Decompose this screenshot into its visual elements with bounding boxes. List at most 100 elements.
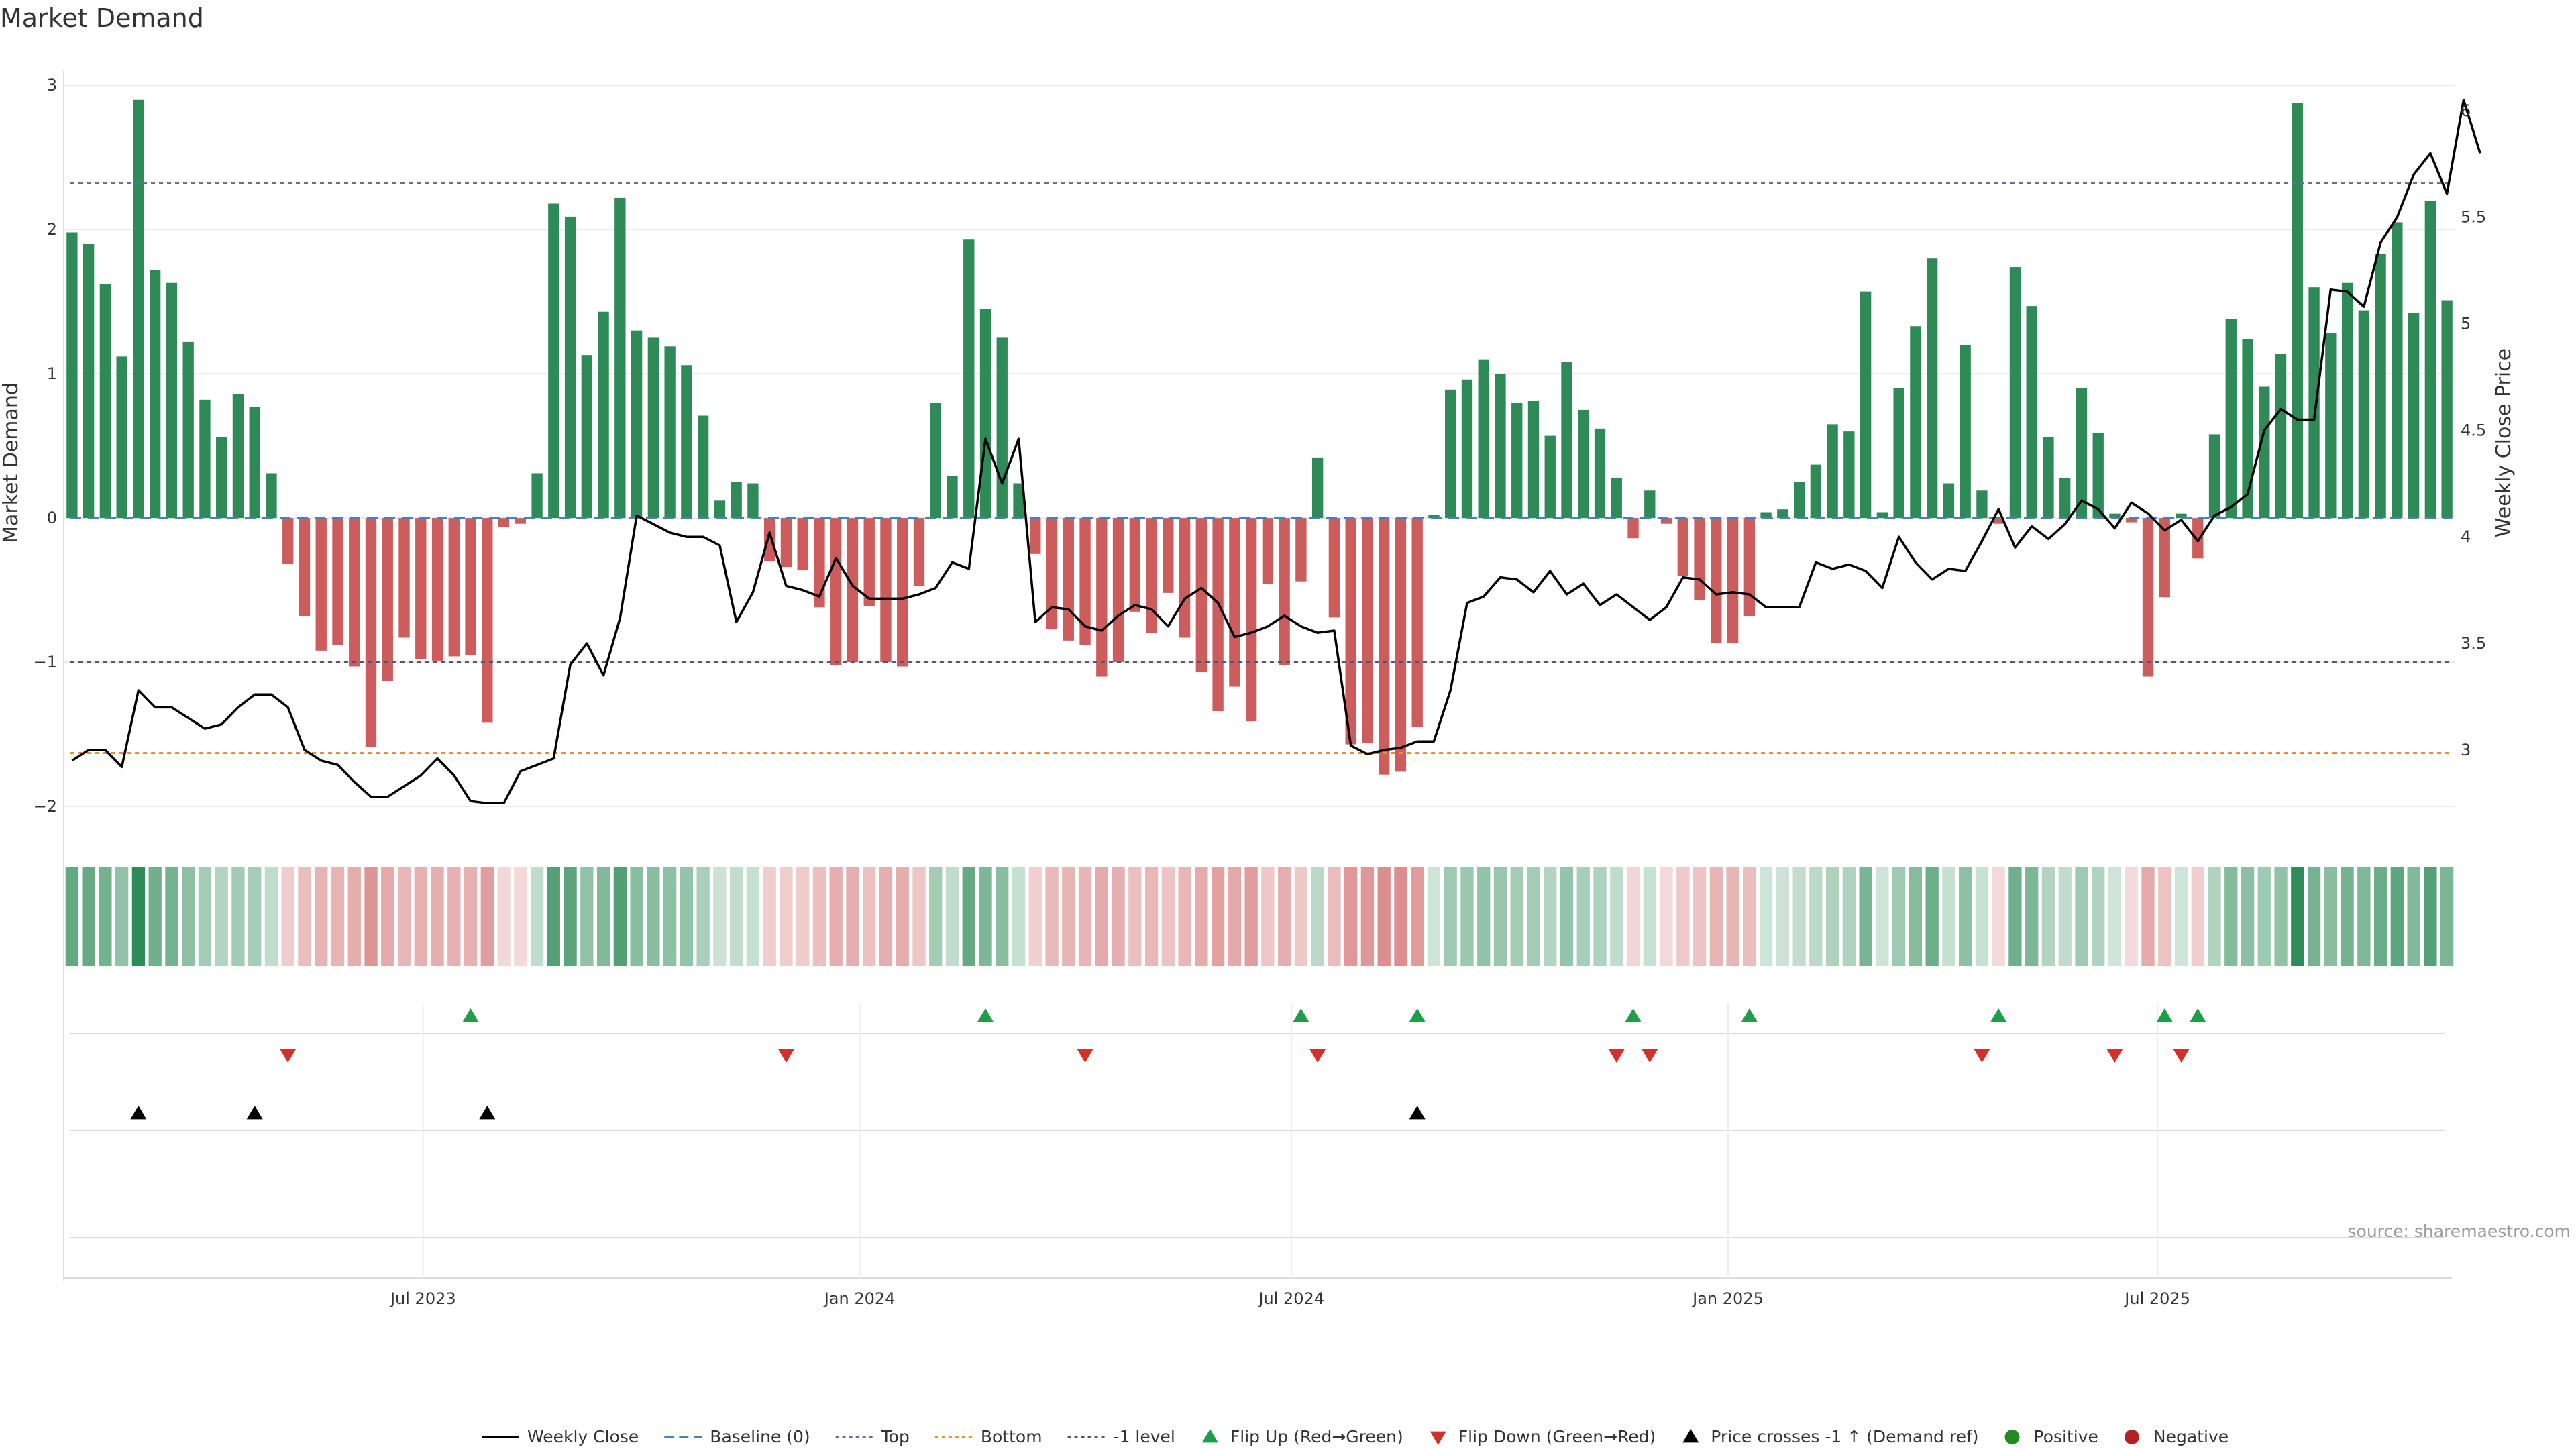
flip-up-marker bbox=[2190, 1008, 2206, 1022]
demand-bar bbox=[1777, 509, 1788, 519]
heat-cell bbox=[1709, 867, 1723, 966]
demand-bar bbox=[1993, 518, 2004, 524]
demand-bar bbox=[913, 518, 925, 586]
demand-bar bbox=[747, 483, 759, 519]
heat-cell bbox=[696, 867, 710, 966]
event-rows bbox=[64, 1003, 2452, 1279]
demand-bar bbox=[714, 500, 726, 519]
heat-cell bbox=[364, 867, 378, 966]
demand-bar bbox=[266, 473, 277, 519]
x-tick-label: Jan 2025 bbox=[1691, 1289, 1764, 1308]
heat-cell bbox=[2058, 867, 2072, 966]
heat-cell bbox=[447, 867, 461, 966]
demand-bar bbox=[1229, 518, 1240, 687]
heat-cell bbox=[863, 867, 876, 966]
right-tick-label: 3.5 bbox=[2461, 634, 2486, 653]
heat-cell bbox=[1626, 867, 1640, 966]
reference-lines bbox=[70, 182, 2452, 754]
heat-cell bbox=[2108, 867, 2122, 966]
demand-bar bbox=[2292, 103, 2303, 519]
close-price-line bbox=[71, 99, 2481, 805]
demand-bar bbox=[1760, 512, 1772, 519]
left-tick-label: 1 bbox=[47, 364, 57, 383]
heat-cell bbox=[663, 867, 677, 966]
chart-title: Market Demand bbox=[0, 3, 204, 33]
demand-bar bbox=[548, 203, 559, 519]
demand-bar bbox=[1544, 435, 1556, 519]
demand-bar bbox=[1810, 464, 1822, 519]
demand-bar bbox=[2341, 282, 2353, 519]
demand-bar bbox=[1660, 518, 1672, 524]
right-tick-label: 3 bbox=[2461, 741, 2471, 759]
demand-bar bbox=[1179, 518, 1191, 638]
right-tick-label: 4.5 bbox=[2461, 421, 2486, 439]
heat-cell bbox=[1726, 867, 1739, 966]
heat-cell bbox=[846, 867, 859, 966]
demand-bar bbox=[681, 365, 692, 519]
heat-cell bbox=[1792, 867, 1806, 966]
heat-cell bbox=[1859, 867, 1872, 966]
demand-bar bbox=[2375, 254, 2386, 519]
demand-bar bbox=[1262, 518, 1274, 584]
weekly-close-line bbox=[71, 99, 2481, 805]
demand-bar bbox=[249, 407, 260, 519]
demand-bar bbox=[1910, 326, 1921, 519]
flip-down-marker bbox=[1077, 1049, 1093, 1063]
flip-down-marker bbox=[777, 1049, 794, 1063]
heat-cell bbox=[564, 867, 577, 966]
flip-up-marker bbox=[1293, 1008, 1309, 1022]
heat-cell bbox=[431, 867, 444, 966]
demand-bar bbox=[1478, 359, 1489, 519]
demand-bar bbox=[1395, 518, 1407, 772]
flip-down-marker bbox=[1642, 1049, 1658, 1063]
heat-cell bbox=[1527, 867, 1540, 966]
heat-cell bbox=[1759, 867, 1773, 966]
demand-bar bbox=[697, 415, 709, 519]
demand-bar bbox=[498, 518, 510, 527]
demand-bar bbox=[1843, 431, 1855, 519]
demand-bar bbox=[1876, 512, 1888, 519]
heat-cell bbox=[65, 867, 79, 966]
heat-cell bbox=[1128, 867, 1142, 966]
demand-bar bbox=[515, 518, 526, 524]
demand-bar bbox=[1079, 518, 1091, 645]
demand-bar bbox=[448, 518, 460, 657]
right-tick-label: 6 bbox=[2461, 101, 2471, 120]
demand-bar bbox=[2026, 306, 2037, 519]
heat-cell bbox=[182, 867, 195, 966]
demand-bar bbox=[1212, 518, 1224, 712]
left-tick-label: −2 bbox=[34, 797, 57, 816]
demand-bar bbox=[349, 518, 360, 667]
demand-bar bbox=[1295, 518, 1307, 582]
heat-cell bbox=[1211, 867, 1225, 966]
heat-cell bbox=[2291, 867, 2304, 966]
heat-cell bbox=[414, 867, 427, 966]
axes: −2 −1 0 1 2 3 3 3.5 4 4.5 5 5.5 6 Jul 2023 Jan 2024 Jul… bbox=[34, 70, 2486, 1308]
heat-cell bbox=[680, 867, 694, 966]
demand-bar bbox=[897, 518, 908, 667]
heat-cell bbox=[2390, 867, 2404, 966]
heat-cell bbox=[1892, 867, 1906, 966]
heat-cell bbox=[1909, 867, 1923, 966]
demand-bar bbox=[1893, 388, 1904, 519]
demand-bar bbox=[830, 518, 842, 665]
demand-bar bbox=[1096, 518, 1108, 677]
heat-cell bbox=[99, 867, 112, 966]
demand-bar bbox=[1445, 389, 1456, 519]
heat-cell bbox=[1942, 867, 1955, 966]
demand-bar bbox=[880, 518, 892, 663]
demand-bar bbox=[930, 402, 941, 519]
demand-bar bbox=[1345, 518, 1356, 745]
heat-cell bbox=[2075, 867, 2088, 966]
left-axis-label: Market Demand bbox=[0, 382, 23, 543]
heat-cell bbox=[1294, 867, 1308, 966]
demand-bar bbox=[1793, 482, 1805, 519]
demand-bar bbox=[1627, 518, 1639, 539]
heat-cell bbox=[979, 867, 992, 966]
heat-cell bbox=[1743, 867, 1756, 966]
heat-cell bbox=[298, 867, 311, 966]
heat-cell bbox=[1078, 867, 1092, 966]
demand-bar bbox=[1611, 477, 1622, 519]
heat-cell bbox=[1112, 867, 1125, 966]
demand-bar bbox=[66, 232, 78, 519]
